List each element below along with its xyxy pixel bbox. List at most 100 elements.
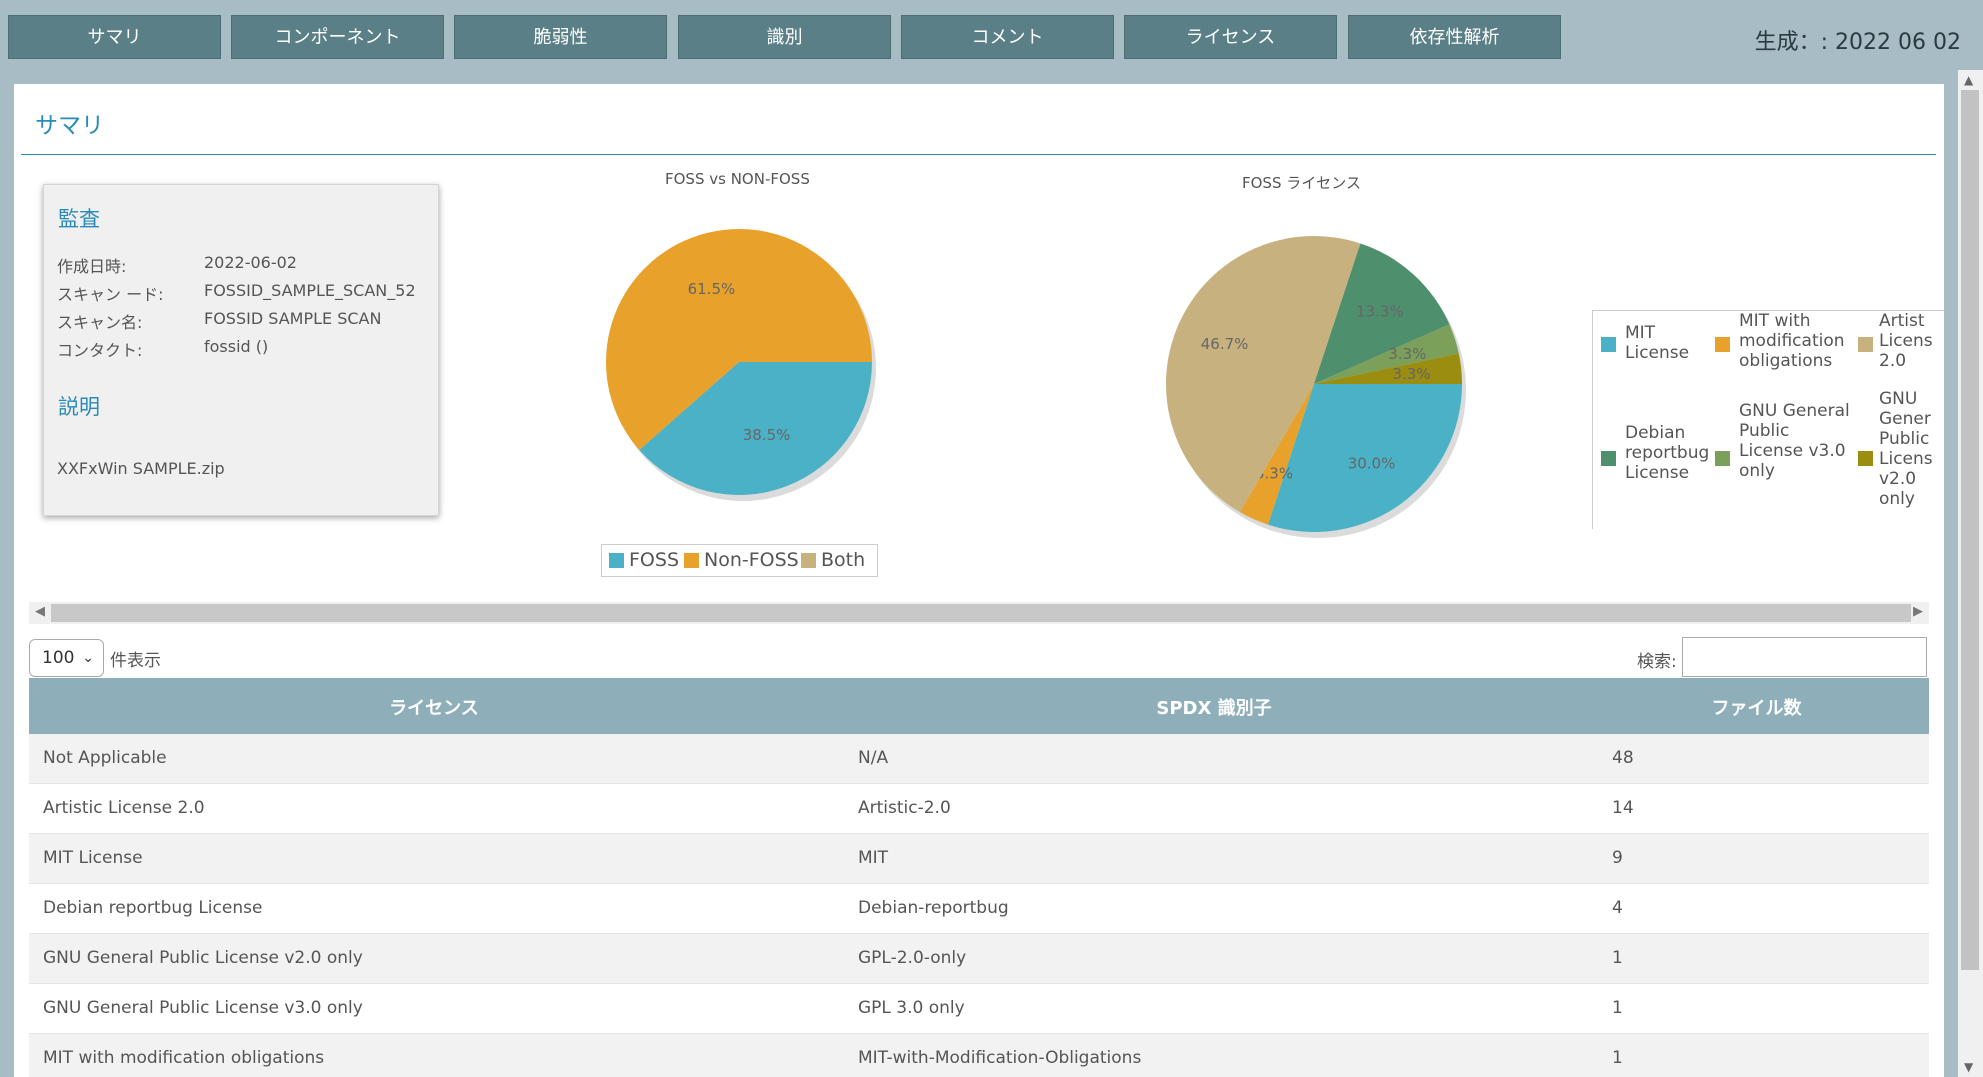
file-count-cell: 1 — [1612, 1048, 1623, 1068]
spdx-cell: MIT — [858, 848, 889, 868]
description-heading: 説明 — [58, 395, 100, 419]
file-count-cell: 14 — [1612, 798, 1634, 818]
search-input[interactable] — [1682, 637, 1927, 677]
description-value: XXFxWin SAMPLE.zip — [57, 459, 225, 478]
field-value: FOSSID_SAMPLE_SCAN_52 — [204, 281, 416, 300]
legend-swatch-gpl3 — [1715, 451, 1730, 466]
file-count-cell: 1 — [1612, 948, 1623, 968]
spdx-cell: MIT-with-Modification-Obligations — [858, 1048, 1142, 1068]
legend-label-debian: Debian reportbug License — [1625, 423, 1710, 483]
legend-swatch-foss — [609, 553, 624, 568]
scroll-down-icon[interactable]: ▼ — [1964, 1060, 1974, 1074]
scrollbar-thumb[interactable] — [51, 604, 1911, 622]
license-name-cell: MIT with modification obligations — [43, 1048, 325, 1068]
field-label: スキャン名: — [57, 313, 143, 332]
legend-label-nonfoss: Non-FOSS — [704, 549, 799, 571]
field-value: 2022-06-02 — [204, 253, 297, 272]
license-name-cell: Debian reportbug License — [43, 898, 263, 918]
page-size-value: 100 — [42, 648, 75, 668]
table-row[interactable]: MIT with modification obligations MIT-wi… — [29, 1034, 1929, 1077]
pie-slice[interactable] — [606, 229, 872, 450]
chart-title-foss: FOSS vs NON-FOSS — [665, 170, 810, 188]
license-table: ライセンス SPDX 識別子 ファイル数 Not Applicable N/A … — [29, 678, 1929, 1077]
pie-value-label: 13.3% — [1356, 302, 1404, 320]
tab-vulnerabilities[interactable]: 脆弱性 — [454, 15, 667, 59]
page-size-label: 件表示 — [110, 651, 161, 671]
pie-slice[interactable] — [1314, 324, 1459, 384]
top-navigation: サマリ コンポーネント 脆弱性 識別 コメント ライセンス 依存性解析 生成：:… — [0, 0, 1983, 70]
pie-slice[interactable] — [1166, 236, 1361, 513]
tab-summary[interactable]: サマリ — [8, 15, 221, 59]
table-row[interactable]: Debian reportbug License Debian-reportbu… — [29, 884, 1929, 934]
pie-value-label: 3.3% — [1392, 365, 1430, 383]
legend-label-gpl2: GNU Gener Public Licens v2.0 only — [1879, 389, 1933, 509]
column-header-file-count[interactable]: ファイル数 — [1711, 698, 1802, 719]
license-name-cell: Not Applicable — [43, 748, 167, 768]
column-header-spdx[interactable]: SPDX 識別子 — [1156, 698, 1272, 719]
license-name-cell: GNU General Public License v3.0 only — [43, 998, 363, 1018]
field-label: 作成日時: — [57, 257, 127, 276]
pie-slice[interactable] — [1314, 243, 1450, 384]
field-value: fossid () — [204, 337, 269, 356]
scroll-left-icon[interactable]: ◀ — [35, 604, 45, 619]
table-row[interactable]: MIT License MIT 9 — [29, 834, 1929, 884]
legend-swatch-debian — [1601, 451, 1616, 466]
pie-value-label: 3.3% — [1388, 345, 1426, 363]
pie-slice[interactable] — [1268, 384, 1462, 532]
search-label: 検索: — [1637, 652, 1677, 672]
field-label: スキャン ード: — [57, 285, 164, 304]
pie-slice[interactable] — [1314, 353, 1462, 384]
foss-legend: FOSS Non-FOSS Both — [601, 544, 878, 577]
spdx-cell: Debian-reportbug — [858, 898, 1009, 918]
page-title: サマリ — [35, 113, 104, 139]
legend-label-mitmod: MIT with modification obligations — [1739, 311, 1845, 371]
main-content: サマリ 監査 作成日時: 2022-06-02 スキャン ード: FOSSID_… — [14, 84, 1944, 1077]
pie-slice[interactable] — [639, 362, 872, 495]
legend-swatch-gpl2 — [1858, 451, 1873, 466]
column-header-license[interactable]: ライセンス — [389, 698, 479, 719]
scroll-right-icon[interactable]: ▶ — [1913, 604, 1923, 619]
tab-comments[interactable]: コメント — [901, 15, 1114, 59]
page-size-select[interactable]: 100 ⌄ — [29, 639, 104, 677]
field-value: FOSSID SAMPLE SCAN — [204, 309, 382, 328]
horizontal-scrollbar[interactable]: ◀ ▶ — [29, 602, 1929, 624]
legend-label-gpl3: GNU General Public License v3.0 only — [1739, 401, 1850, 481]
legend-label-foss: FOSS — [629, 549, 680, 571]
pie-value-label: 46.7% — [1201, 335, 1249, 353]
file-count-cell: 4 — [1612, 898, 1623, 918]
file-count-cell: 48 — [1612, 748, 1634, 768]
spdx-cell: N/A — [858, 748, 889, 768]
foss-licenses-pie: 30.0%3.3%46.7%13.3%3.3%3.3% — [1166, 236, 1466, 538]
legend-swatch-mit — [1601, 337, 1616, 352]
license-name-cell: MIT License — [43, 848, 143, 868]
audit-heading: 監査 — [58, 207, 100, 231]
license-legend: MIT License MIT with modification obliga… — [1592, 310, 1944, 529]
field-label: コンタクト: — [57, 341, 143, 360]
pie-slice[interactable] — [1240, 384, 1314, 525]
table-row[interactable]: Artistic License 2.0 Artistic-2.0 14 — [29, 784, 1929, 834]
title-divider — [21, 154, 1936, 155]
license-name-cell: Artistic License 2.0 — [43, 798, 205, 818]
legend-swatch-artistic — [1858, 337, 1873, 352]
table-row[interactable]: Not Applicable N/A 48 — [29, 734, 1929, 784]
vertical-scrollbar[interactable]: ▲ ▼ — [1958, 70, 1983, 1077]
legend-label-mit: MIT License — [1625, 323, 1690, 363]
table-row[interactable]: GNU General Public License v2.0 only GPL… — [29, 934, 1929, 984]
legend-label-both: Both — [821, 549, 866, 571]
spdx-cell: Artistic-2.0 — [858, 798, 951, 818]
tab-dependency-analysis[interactable]: 依存性解析 — [1348, 15, 1561, 59]
foss-vs-nonfoss-pie: 38.5% 61.5% — [606, 229, 876, 501]
tab-components[interactable]: コンポーネント — [231, 15, 444, 59]
tab-identification[interactable]: 識別 — [678, 15, 891, 59]
file-count-cell: 1 — [1612, 998, 1623, 1018]
scroll-up-icon[interactable]: ▲ — [1964, 73, 1974, 87]
chart-title-licenses: FOSS ライセンス — [1242, 174, 1361, 192]
table-row[interactable]: GNU General Public License v3.0 only GPL… — [29, 984, 1929, 1034]
pie-value-label: 38.5% — [743, 426, 791, 444]
legend-label-artistic: Artist Licens 2.0 — [1879, 311, 1933, 371]
generated-date: 生成：: 2022 06 02 — [1754, 30, 1961, 55]
legend-swatch-mitmod — [1715, 337, 1730, 352]
scrollbar-thumb[interactable] — [1961, 90, 1979, 970]
legend-swatch-nonfoss — [684, 553, 699, 568]
tab-licenses[interactable]: ライセンス — [1124, 15, 1337, 59]
